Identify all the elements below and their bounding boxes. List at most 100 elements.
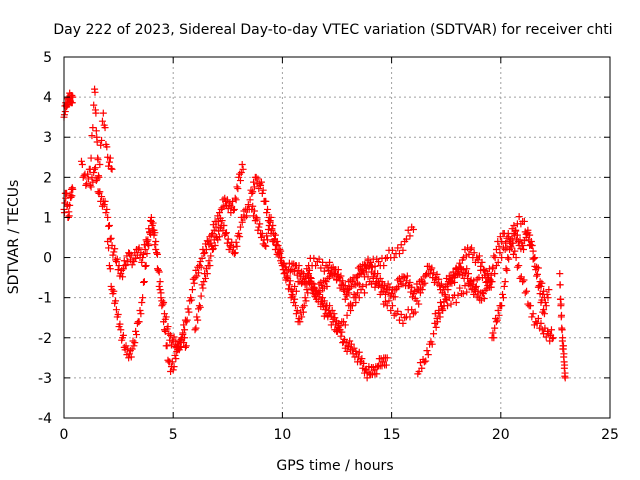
data-point xyxy=(289,292,297,300)
data-point xyxy=(468,244,476,252)
data-point xyxy=(304,289,312,297)
data-point xyxy=(143,250,151,258)
y-tick-label: -4 xyxy=(38,411,52,427)
data-point xyxy=(131,339,139,347)
data-point xyxy=(556,270,564,278)
data-point xyxy=(243,212,251,220)
data-point xyxy=(540,310,548,318)
data-point xyxy=(560,350,568,358)
data-point xyxy=(78,160,86,168)
data-point xyxy=(402,235,410,243)
data-point xyxy=(192,324,200,332)
data-point xyxy=(119,331,127,339)
data-point xyxy=(195,269,203,277)
data-point xyxy=(244,201,252,209)
data-point xyxy=(170,333,178,341)
data-point xyxy=(253,215,261,223)
data-point xyxy=(257,178,265,186)
data-point xyxy=(355,294,363,302)
data-point xyxy=(420,358,428,366)
data-point xyxy=(329,263,337,271)
data-point xyxy=(77,157,85,165)
data-point xyxy=(193,313,201,321)
data-point xyxy=(300,302,308,310)
data-point xyxy=(403,272,411,280)
data-point xyxy=(139,250,147,258)
data-point xyxy=(205,257,213,265)
x-tick-label: 20 xyxy=(492,427,510,443)
data-point xyxy=(334,266,342,274)
data-point xyxy=(83,180,91,188)
data-point xyxy=(263,209,271,217)
data-point xyxy=(112,297,120,305)
data-point xyxy=(347,340,355,348)
data-point xyxy=(162,313,170,321)
data-point xyxy=(470,249,478,257)
data-point xyxy=(275,249,283,257)
data-point xyxy=(203,270,211,278)
data-point xyxy=(345,289,353,297)
data-point xyxy=(472,282,480,290)
data-point xyxy=(277,257,285,265)
data-point xyxy=(402,277,410,285)
data-point xyxy=(194,316,202,324)
data-point xyxy=(374,270,382,278)
data-point xyxy=(492,318,500,326)
data-point xyxy=(505,255,513,263)
data-point xyxy=(474,256,482,264)
data-point xyxy=(323,282,331,290)
data-point xyxy=(511,247,519,255)
chart-title: Day 222 of 2023, Sidereal Day-to-day VTE… xyxy=(53,22,612,38)
data-point xyxy=(494,258,502,266)
data-point xyxy=(249,188,257,196)
data-point xyxy=(106,265,114,273)
data-point xyxy=(306,274,314,282)
data-point xyxy=(545,286,553,294)
data-point xyxy=(262,197,270,205)
data-point xyxy=(388,246,396,254)
data-point xyxy=(371,283,379,291)
data-point xyxy=(111,245,119,253)
data-point xyxy=(90,101,98,109)
data-point xyxy=(160,326,168,334)
data-point xyxy=(100,201,108,209)
data-point xyxy=(135,318,143,326)
data-point xyxy=(465,250,473,258)
data-point xyxy=(428,340,436,348)
data-point xyxy=(495,311,503,319)
data-point xyxy=(489,263,497,271)
data-point xyxy=(383,354,391,362)
data-point xyxy=(352,298,360,306)
data-point xyxy=(89,124,97,132)
data-point xyxy=(519,242,527,250)
data-point xyxy=(319,300,327,308)
data-point xyxy=(87,183,95,191)
data-series-trace-12 xyxy=(488,226,553,342)
data-point xyxy=(310,280,318,288)
y-tick-label: 1 xyxy=(43,210,52,226)
data-point xyxy=(520,246,528,254)
data-point xyxy=(208,231,216,239)
data-point xyxy=(329,318,337,326)
data-point xyxy=(355,281,363,289)
data-point xyxy=(361,369,369,377)
data-point xyxy=(484,270,492,278)
data-point xyxy=(499,290,507,298)
data-point xyxy=(105,244,113,252)
data-point xyxy=(154,266,162,274)
data-series-trace-8 xyxy=(287,223,417,310)
data-point xyxy=(103,205,111,213)
data-point xyxy=(292,310,300,318)
data-point xyxy=(190,279,198,287)
data-point xyxy=(169,366,177,374)
data-point xyxy=(359,266,367,274)
data-point xyxy=(319,258,327,266)
data-point xyxy=(504,254,512,262)
data-point xyxy=(142,262,150,270)
data-point xyxy=(161,327,169,335)
data-point xyxy=(145,225,153,233)
data-point xyxy=(361,289,369,297)
data-point xyxy=(527,302,535,310)
data-point xyxy=(503,266,511,274)
